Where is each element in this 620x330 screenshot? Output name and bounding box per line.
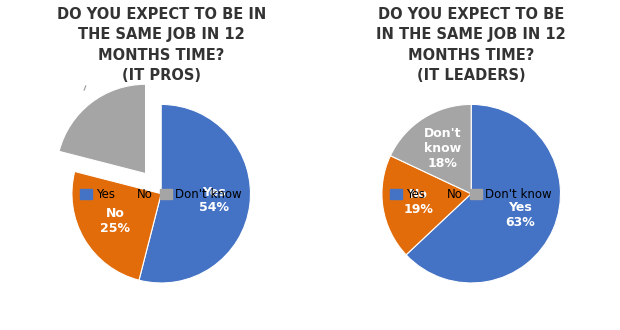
Wedge shape bbox=[406, 104, 560, 283]
Text: Don't
know
18%: Don't know 18% bbox=[423, 127, 461, 170]
Text: DO YOU EXPECT TO BE IN
THE SAME JOB IN 12
MONTHS TIME?
(IT PROS): DO YOU EXPECT TO BE IN THE SAME JOB IN 1… bbox=[56, 7, 266, 83]
Text: Yes
63%: Yes 63% bbox=[505, 201, 535, 229]
Text: DO YOU EXPECT TO BE
IN THE SAME JOB IN 12
MONTHS TIME?
(IT LEADERS): DO YOU EXPECT TO BE IN THE SAME JOB IN 1… bbox=[376, 7, 566, 83]
Wedge shape bbox=[382, 156, 471, 255]
Text: No
19%: No 19% bbox=[404, 188, 433, 216]
Wedge shape bbox=[391, 104, 471, 194]
Text: No
25%: No 25% bbox=[100, 207, 130, 235]
Legend: Yes, No, Don't know: Yes, No, Don't know bbox=[76, 183, 247, 206]
Wedge shape bbox=[72, 172, 161, 280]
Text: Yes
54%: Yes 54% bbox=[200, 186, 229, 214]
Legend: Yes, No, Don't know: Yes, No, Don't know bbox=[386, 183, 557, 206]
Wedge shape bbox=[139, 104, 250, 283]
Wedge shape bbox=[59, 84, 146, 174]
